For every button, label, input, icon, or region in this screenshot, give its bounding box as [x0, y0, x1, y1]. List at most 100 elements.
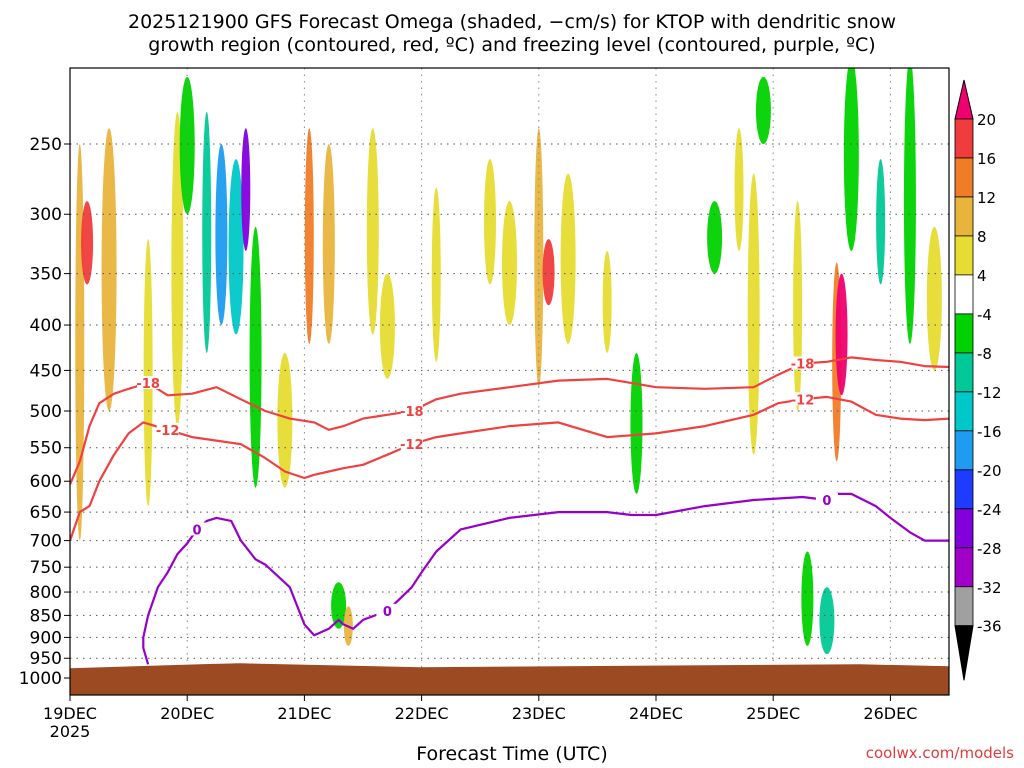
colorbar-swatch	[954, 196, 974, 237]
y-tick-label: 750	[30, 558, 62, 578]
colorbar-label: -16	[977, 423, 1002, 441]
y-tick-label: 850	[30, 606, 62, 626]
colorbar-swatch	[954, 118, 974, 159]
colorbar-label: -8	[977, 345, 992, 363]
omega-band	[630, 352, 643, 494]
contour-label: -12	[791, 393, 815, 408]
omega-band	[228, 159, 244, 335]
y-axis: 2503003504004505005506006507007508008509…	[19, 135, 70, 689]
y-tick-label: 400	[30, 316, 62, 336]
omega-band	[876, 159, 886, 285]
omega-band	[483, 159, 496, 285]
omega-band	[277, 352, 293, 488]
contour-label-bg	[376, 603, 399, 617]
y-tick-label: 650	[30, 503, 62, 523]
colorbar-label: -20	[977, 462, 1002, 480]
omega-band	[560, 173, 576, 344]
omega-band	[734, 128, 744, 251]
plot-area	[70, 68, 949, 695]
colorbar-swatch	[954, 508, 974, 549]
x-tick-label: 22DEC	[395, 704, 449, 723]
contour-label-bg	[791, 392, 814, 406]
x-tick-label: 25DEC	[746, 704, 800, 723]
colorbar-label: 16	[977, 150, 996, 168]
omega-band	[171, 111, 184, 427]
y-tick-label: 550	[30, 439, 62, 459]
y-tick-label: 800	[30, 583, 62, 603]
contour-label: 0	[822, 494, 831, 509]
colorbar-label: -28	[977, 540, 1002, 558]
colorbar-swatch	[954, 235, 974, 276]
colorbar-label: 12	[977, 189, 996, 207]
y-tick-label: 950	[30, 649, 62, 669]
colorbar-swatch	[954, 274, 974, 315]
terrain-ground	[70, 663, 949, 695]
y-tick-label: 900	[30, 628, 62, 648]
x-year-label: 2025	[50, 722, 91, 741]
contour-label-bg	[400, 437, 423, 451]
y-tick-label: 500	[30, 402, 62, 422]
omega-band	[542, 239, 555, 306]
omega-band	[835, 273, 848, 396]
omega-band	[241, 128, 251, 251]
contour-label-bg	[185, 522, 208, 536]
contours: -18 -18 -18 -12 -12 -12 0 0 0	[70, 356, 949, 665]
omega-band	[81, 201, 94, 285]
contour-label: 0	[383, 605, 392, 620]
colorbar-swatch	[954, 352, 974, 393]
colorbar: 20 16 12 8 4 -4 -8 -12 -16 -20 -24 -28 -32 -36	[954, 79, 1002, 681]
chart-title-line-1: 2025121900 GFS Forecast Omega (shaded, −…	[127, 11, 896, 33]
ground-fill	[70, 663, 949, 695]
credit-text: coolwx.com/models	[865, 744, 1014, 762]
y-tick-label: 600	[30, 472, 62, 492]
omega-band	[793, 201, 803, 411]
contour-label: -12	[400, 438, 424, 453]
omega-band	[801, 551, 814, 646]
colorbar-swatch	[954, 313, 974, 354]
omega-band	[379, 273, 395, 379]
colorbar-swatch	[954, 586, 974, 627]
colorbar-swatch	[954, 430, 974, 471]
omega-band	[502, 201, 517, 326]
colorbar-label: 20	[977, 111, 996, 129]
omega-band	[843, 68, 859, 251]
omega-band	[202, 111, 212, 353]
colorbar-label: -4	[977, 306, 992, 324]
x-tick-label: 26DEC	[863, 704, 917, 723]
y-tick-label: 300	[30, 205, 62, 225]
omega-band	[707, 201, 723, 274]
omega-band	[431, 187, 441, 362]
y-tick-label: 350	[30, 265, 62, 285]
y-tick-label: 250	[30, 135, 62, 155]
contour-label-bg	[137, 376, 160, 390]
x-tick-label: 19DEC	[43, 704, 97, 723]
contour-label-bg	[400, 404, 423, 417]
omega-band	[322, 144, 335, 344]
omega-band	[602, 250, 612, 353]
omega-band	[747, 173, 760, 455]
omega-band	[819, 587, 835, 655]
omega-band	[215, 144, 228, 326]
colorbar-swatch	[954, 469, 974, 510]
colorbar-label: -12	[977, 384, 1002, 402]
colorbar-label: 8	[977, 228, 987, 246]
colorbar-label: -32	[977, 579, 1002, 597]
colorbar-swatch	[954, 547, 974, 588]
chart-title-line-2: growth region (contoured, red, ºC) and f…	[148, 34, 876, 56]
y-tick-label: 700	[30, 532, 62, 552]
plot-frame	[69, 67, 950, 696]
omega-band	[366, 128, 379, 335]
omega-band	[249, 226, 262, 488]
contour-label: -18	[400, 405, 424, 420]
colorbar-bottom-arrow	[954, 625, 974, 681]
colorbar-swatch	[954, 157, 974, 198]
x-tick-label: 20DEC	[160, 704, 214, 723]
omega-band	[179, 76, 195, 215]
colorbar-label: -36	[977, 618, 1002, 636]
contour-label: 0	[192, 523, 201, 538]
x-axis: 19DEC 20DEC 21DEC 22DEC 23DEC 24DEC 25DEC 26DEC…	[43, 695, 917, 741]
omega-band	[755, 76, 771, 144]
contour-label: -18	[791, 358, 815, 373]
omega-band	[926, 226, 942, 371]
